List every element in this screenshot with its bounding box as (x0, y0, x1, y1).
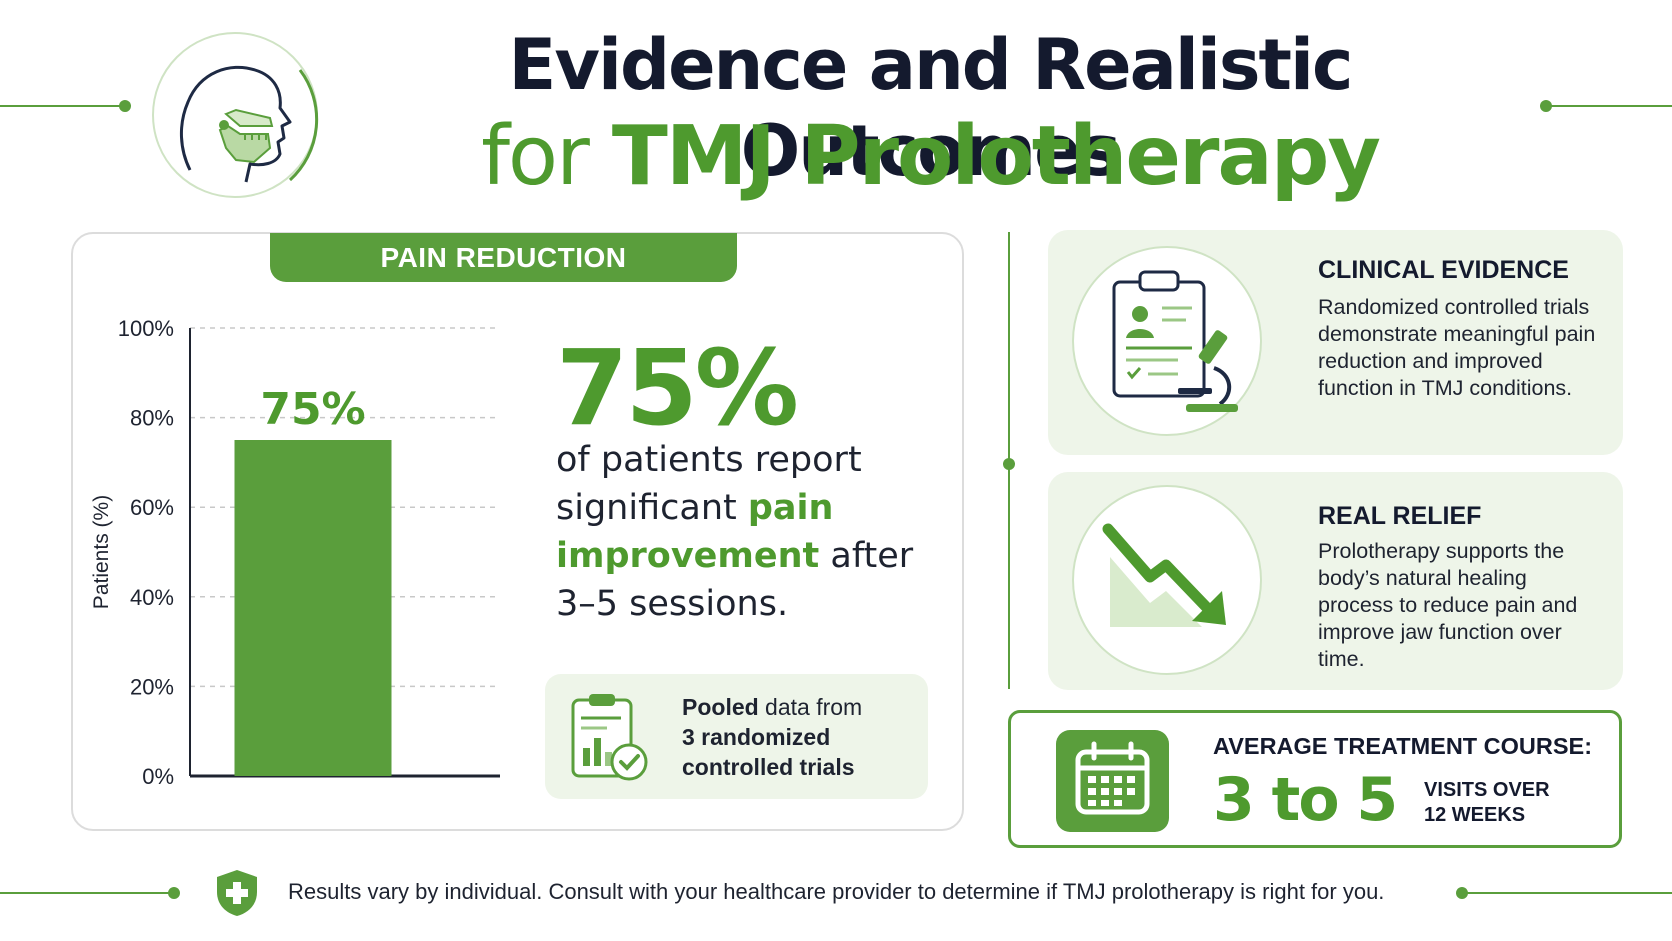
disclaimer-text: Results vary by individual. Consult with… (288, 879, 1385, 904)
bar (234, 440, 392, 776)
y-tick-label: 80% (130, 406, 174, 431)
stat-desc-highlight: pain improvement (556, 488, 834, 576)
treatment-course-box: AVERAGE TREATMENT COURSE: 3 to 5 VISITS … (1008, 710, 1622, 848)
treatment-course-value: 3 to 5 (1213, 765, 1398, 835)
pooled-data-box: Pooled data from 3 randomized controlled… (545, 674, 928, 799)
treatment-course-unit: VISITS OVER 12 WEEKS (1424, 778, 1574, 828)
treatment-unit-line2: 12 WEEKS (1424, 804, 1526, 826)
real-relief-icon-circle (1072, 485, 1262, 675)
stat-desc-part1: of patients report significant (556, 440, 862, 528)
title-line1: Evidence and Realistic Outcomes (508, 24, 1354, 192)
pain-reduction-chart: 0% 20% 40% 60% 80% 100% Patients (%) 75% (90, 316, 500, 789)
pain-reduction-tab: PAIN REDUCTION (270, 233, 737, 282)
real-relief-card: REAL RELIEF Prolotherapy supports the bo… (1048, 472, 1623, 690)
divider-dot (1003, 458, 1015, 470)
footer-right-line (1460, 892, 1672, 894)
big-stat: 75% (556, 327, 799, 449)
clipboard-microscope-icon (1112, 270, 1238, 412)
title-line2: for TMJ Prolotherapy (330, 108, 1530, 206)
clinical-evidence-text: Randomized controlled trials demonstrate… (1318, 295, 1596, 400)
stat-description: of patients report significant pain impr… (556, 436, 936, 628)
clinical-evidence-card: CLINICAL EVIDENCE Randomized controlled … (1048, 230, 1623, 455)
header-left-line (0, 105, 122, 107)
y-tick-label: 0% (142, 764, 174, 789)
real-relief-title: REAL RELIEF (1318, 502, 1482, 530)
clipboard-chart-check-icon (571, 694, 648, 781)
footer-left-dot (168, 887, 180, 899)
footer-left-line (0, 892, 172, 894)
head-jaw-icon (152, 32, 319, 198)
treatment-course-label: AVERAGE TREATMENT COURSE: (1213, 733, 1593, 759)
bar-data-label: 75% (260, 384, 365, 435)
clinical-evidence-icon-circle (1072, 246, 1262, 436)
title-line2-main: TMJ Prolotherapy (611, 109, 1381, 204)
shield-plus-icon (217, 870, 257, 916)
y-axis-label: Patients (%) (90, 495, 113, 609)
calendar-icon (1056, 730, 1169, 832)
title-line2-prefix: for (481, 109, 590, 204)
pooled-rest1: data from (758, 694, 863, 720)
pooled-bold1: Pooled (682, 694, 759, 720)
pooled-data-text: Pooled data from 3 randomized controlled… (682, 692, 922, 782)
y-tick-label: 20% (130, 674, 174, 699)
header-right-dot (1540, 100, 1552, 112)
header-right-line (1550, 105, 1672, 107)
y-tick-label: 40% (130, 585, 174, 610)
y-tick-label: 100% (118, 316, 174, 341)
real-relief-text: Prolotherapy supports the body’s natural… (1318, 539, 1578, 671)
y-tick-label: 60% (130, 495, 174, 520)
pooled-bold2: 3 randomized controlled trials (682, 724, 855, 780)
header-left-dot (119, 100, 131, 112)
clinical-evidence-title: CLINICAL EVIDENCE (1318, 256, 1569, 284)
stat-desc-part2: after 3–5 sessions. (556, 536, 914, 624)
down-trend-arrow-icon (1102, 523, 1226, 627)
treatment-unit-line1: VISITS OVER (1424, 779, 1550, 801)
